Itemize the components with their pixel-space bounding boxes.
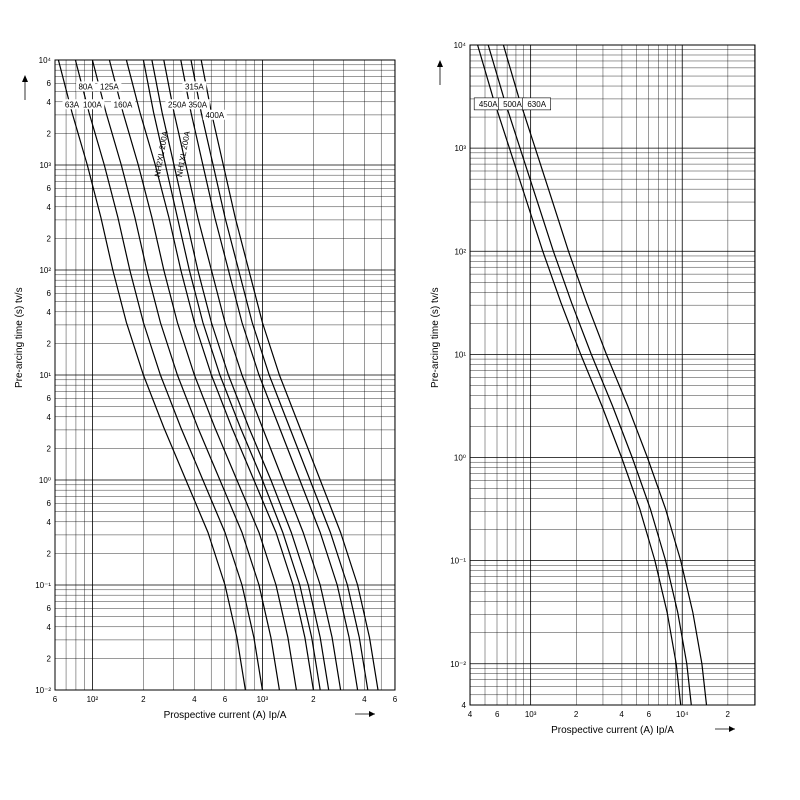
svg-text:6: 6 — [47, 79, 52, 88]
svg-text:4: 4 — [47, 413, 52, 422]
svg-text:2: 2 — [47, 235, 52, 244]
svg-text:Prospective current (A) Ip/A: Prospective current (A) Ip/A — [164, 710, 287, 721]
svg-text:6: 6 — [647, 710, 652, 719]
svg-text:10³: 10³ — [454, 144, 466, 153]
svg-text:4: 4 — [47, 308, 52, 317]
svg-text:10⁰: 10⁰ — [39, 476, 51, 485]
left-y-axis-label: Pre-arcing time (s) tv/s — [14, 287, 25, 388]
svg-text:10⁻¹: 10⁻¹ — [35, 581, 51, 590]
svg-text:6: 6 — [47, 289, 52, 298]
svg-text:4: 4 — [362, 695, 367, 704]
svg-text:2: 2 — [47, 550, 52, 559]
svg-text:10¹: 10¹ — [454, 350, 466, 359]
svg-text:2: 2 — [47, 340, 52, 349]
svg-text:2: 2 — [47, 655, 52, 664]
svg-text:10²: 10² — [87, 695, 99, 704]
svg-text:6: 6 — [47, 604, 52, 613]
svg-text:6: 6 — [47, 184, 52, 193]
svg-text:10³: 10³ — [257, 695, 269, 704]
svg-text:10⁴: 10⁴ — [454, 41, 467, 50]
svg-text:160A: 160A — [114, 100, 133, 109]
svg-text:2: 2 — [311, 695, 316, 704]
svg-text:2: 2 — [47, 445, 52, 454]
svg-text:80A: 80A — [78, 82, 93, 91]
svg-text:2: 2 — [47, 130, 52, 139]
svg-text:10⁴: 10⁴ — [39, 56, 52, 65]
svg-text:4: 4 — [192, 695, 197, 704]
svg-text:2: 2 — [141, 695, 146, 704]
svg-text:100A: 100A — [83, 100, 102, 109]
svg-text:250A: 250A — [168, 100, 187, 109]
svg-text:10⁻¹: 10⁻¹ — [450, 557, 466, 566]
svg-text:400A: 400A — [205, 111, 224, 120]
svg-text:125A: 125A — [100, 82, 119, 91]
svg-text:6: 6 — [47, 499, 52, 508]
right-y-axis-label: Pre-arcing time (s) tv/s — [430, 288, 441, 389]
svg-text:10¹: 10¹ — [39, 371, 51, 380]
svg-text:6: 6 — [495, 710, 500, 719]
svg-text:10⁰: 10⁰ — [454, 454, 466, 463]
svg-text:10⁻²: 10⁻² — [450, 660, 466, 669]
svg-text:4: 4 — [47, 98, 52, 107]
svg-text:2: 2 — [725, 710, 730, 719]
svg-text:315A: 315A — [185, 82, 204, 91]
svg-text:10²: 10² — [39, 266, 51, 275]
svg-text:10⁴: 10⁴ — [676, 710, 689, 719]
svg-text:4: 4 — [619, 710, 624, 719]
svg-text:6: 6 — [393, 695, 398, 704]
svg-text:4: 4 — [47, 623, 52, 632]
left-chart: 610²24610³24610⁻²24610⁻¹24610⁰24610¹2461… — [0, 0, 420, 800]
svg-text:10³: 10³ — [525, 710, 537, 719]
svg-text:10⁻²: 10⁻² — [35, 686, 51, 695]
svg-text:4: 4 — [47, 203, 52, 212]
svg-text:6: 6 — [223, 695, 228, 704]
svg-text:63A: 63A — [65, 100, 80, 109]
svg-text:4: 4 — [462, 701, 467, 710]
svg-text:Prospective current (A) Ip/A: Prospective current (A) Ip/A — [551, 725, 674, 736]
svg-text:6: 6 — [47, 394, 52, 403]
svg-text:500A: 500A — [503, 100, 522, 109]
svg-text:4: 4 — [47, 518, 52, 527]
svg-text:NH1XL 200A: NH1XL 200A — [175, 130, 192, 178]
right-chart: 4610³24610⁴2410⁻²10⁻¹10⁰10¹10²10³10⁴Pros… — [420, 0, 780, 800]
svg-text:6: 6 — [53, 695, 58, 704]
svg-text:4: 4 — [468, 710, 473, 719]
svg-text:450A: 450A — [479, 100, 498, 109]
svg-text:10³: 10³ — [39, 161, 51, 170]
svg-text:2: 2 — [574, 710, 579, 719]
svg-text:10²: 10² — [454, 247, 466, 256]
svg-text:350A: 350A — [188, 100, 207, 109]
svg-text:630A: 630A — [527, 100, 546, 109]
